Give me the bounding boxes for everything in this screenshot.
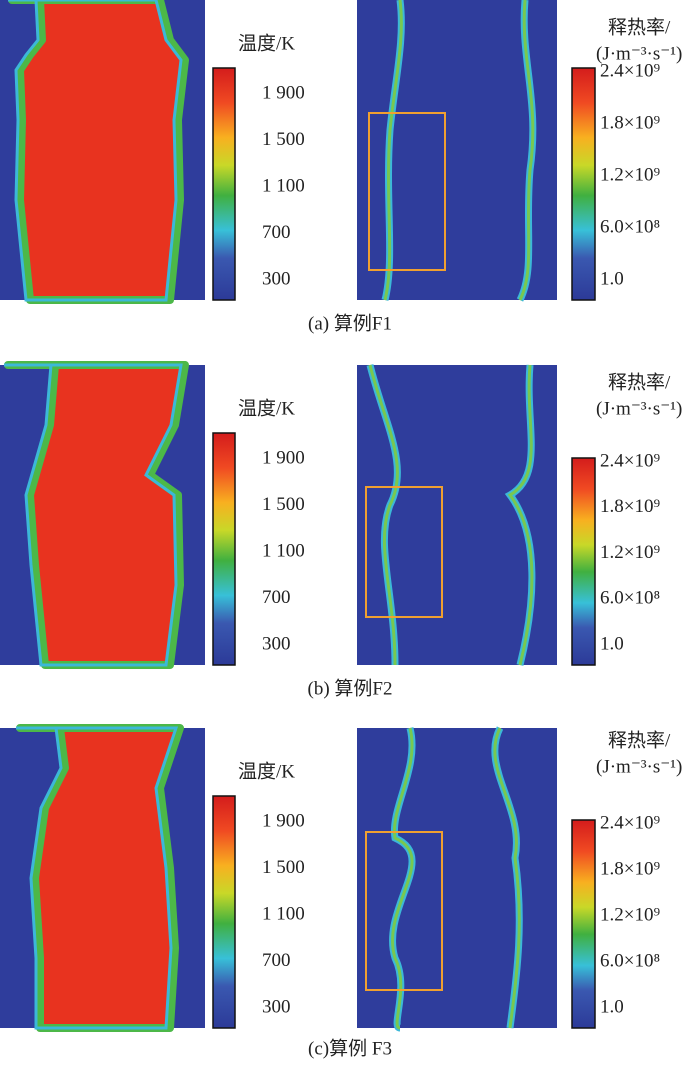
colorbar-tick-label: 1 900 [262, 810, 305, 831]
flame-outer [4, 363, 183, 667]
colorbar [212, 67, 236, 301]
colorbar-tick-label: 6.0×10⁸ [600, 588, 660, 609]
colorbar-tick-label: 1.8×10⁹ [600, 112, 660, 133]
flame-edge [4, 361, 189, 669]
colorbar [571, 67, 596, 301]
panel: 温度/K 1 900 1 500 1 100 700 300 释热率/ (J·m⁻³·s⁻¹)… [0, 361, 682, 699]
colorbar-tick-label: 1 500 [262, 857, 305, 878]
colorbar [212, 432, 236, 666]
colorbar-tick-label: 6.0×10⁸ [600, 950, 660, 971]
colorbar-tick-label: 1.2×10⁹ [600, 542, 660, 563]
colorbar-tick-label: 1 100 [262, 540, 305, 561]
caption: (b) 算例F2 [308, 677, 393, 699]
colorbar-tick-label: 1.8×10⁹ [600, 858, 660, 879]
colorbar-tick-label: 2.4×10⁹ [600, 812, 660, 833]
colorbar-tick-label: 1.2×10⁹ [600, 164, 660, 185]
colorbar-tick-label: 1 100 [262, 903, 305, 924]
flame-outer [8, 0, 183, 302]
panel: 温度/K 1 900 1 500 1 100 700 300 释热率/ (J·m⁻³·s⁻¹)… [0, 0, 682, 334]
colorbar-tick-label: 2.4×10⁹ [600, 450, 660, 471]
highlight-box [368, 112, 446, 271]
colorbar [571, 819, 596, 1029]
colorbar-title: 释热率/ [608, 729, 671, 751]
colorbar-tick-label: 6.0×10⁸ [600, 216, 660, 237]
colorbar-tick-label: 1.0 [600, 268, 624, 289]
flame-edge [8, 0, 189, 304]
colorbar-tick-label: 1 900 [262, 82, 305, 103]
colorbar-tick-label: 700 [262, 222, 291, 243]
flame-front-core [368, 364, 399, 666]
panel: 温度/K 1 900 1 500 1 100 700 300 释热率/ (J·m⁻³·s⁻¹)… [0, 724, 682, 1059]
colorbar-tick-label: 1.2×10⁹ [600, 904, 660, 925]
colorbar [571, 457, 596, 666]
flame-front-core [493, 727, 521, 1029]
colorbar-tick-label: 1 500 [262, 494, 305, 515]
colorbar [212, 795, 236, 1029]
caption: (c)算例 F3 [308, 1037, 392, 1059]
flame-front-core [507, 364, 534, 666]
colorbar-unit: (J·m⁻³·s⁻¹) [596, 756, 682, 777]
heat-field [357, 728, 557, 1028]
highlight-box [365, 831, 443, 991]
colorbar-tick-label: 300 [262, 996, 291, 1017]
colorbar-title: 温度/K [238, 760, 295, 782]
colorbar-tick-label: 700 [262, 950, 291, 971]
colorbar-tick-label: 1.0 [600, 996, 624, 1017]
colorbar-tick-label: 1 900 [262, 447, 305, 468]
colorbar-title: 释热率/ [608, 16, 671, 38]
colorbar-tick-label: 1.8×10⁹ [600, 496, 660, 517]
colorbar-tick-label: 300 [262, 268, 291, 289]
colorbar-tick-label: 1.0 [600, 633, 624, 654]
colorbar-tick-label: 2.4×10⁹ [600, 60, 660, 81]
colorbar-title: 释热率/ [608, 371, 671, 393]
flame-front-core [383, 0, 403, 301]
colorbar-title: 温度/K [238, 397, 295, 419]
colorbar-unit: (J·m⁻³·s⁻¹) [596, 43, 682, 64]
colorbar-tick-label: 1 500 [262, 129, 305, 150]
colorbar-tick-label: 1 100 [262, 175, 305, 196]
highlight-box [365, 486, 443, 618]
caption: (a) 算例F1 [308, 312, 392, 334]
colorbar-tick-label: 300 [262, 633, 291, 654]
colorbar-title: 温度/K [238, 32, 295, 54]
flame-outer [16, 726, 179, 1030]
flame-front-core [518, 0, 535, 301]
colorbar-tick-label: 700 [262, 587, 291, 608]
flame-front-core [391, 727, 414, 1030]
colorbar-unit: (J·m⁻³·s⁻¹) [596, 398, 682, 419]
